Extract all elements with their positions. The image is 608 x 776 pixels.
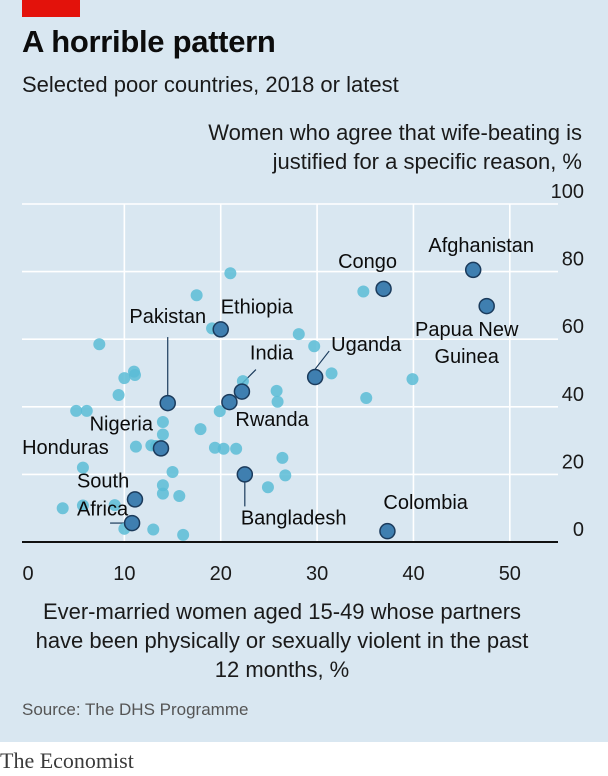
- highlighted-point: [464, 261, 482, 279]
- scatter-point: [224, 267, 237, 280]
- x-tick-label: 50: [499, 563, 521, 585]
- x-tick-label: 0: [22, 563, 33, 585]
- scatter-point: [76, 499, 89, 512]
- highlighted-point: [236, 466, 254, 483]
- scatter-point: [156, 428, 169, 441]
- scatter-point: [261, 481, 274, 494]
- scatter-point: [173, 490, 186, 503]
- scatter-point: [271, 395, 284, 408]
- economist-logo: The Economist: [0, 748, 134, 773]
- highlighted-point: [212, 321, 229, 338]
- highlighted-point: [159, 394, 176, 412]
- scatter-point: [279, 469, 292, 482]
- point-label: India: [250, 343, 294, 365]
- point-label: Honduras: [22, 437, 109, 459]
- scatter-point: [128, 369, 141, 382]
- highlighted-point: [379, 522, 396, 540]
- x-tick-label: 40: [402, 563, 424, 585]
- scatter-point: [156, 479, 169, 492]
- y-tick-label: 100: [551, 181, 584, 203]
- chart-title: A horrible pattern: [22, 24, 276, 59]
- scatter-point: [208, 441, 221, 454]
- scatter-point: [190, 289, 203, 302]
- scatter-point: [217, 442, 230, 455]
- y-tick-label: 80: [562, 249, 584, 271]
- y-axis-label: Women who agree that wife-beating is jus…: [208, 120, 582, 174]
- point-label: Nigeria: [90, 413, 154, 435]
- scatter-point: [308, 340, 321, 353]
- y-tick-label: 60: [562, 316, 584, 338]
- highlighted-point: [375, 280, 392, 298]
- y-tick-label: 20: [562, 451, 584, 473]
- scatter-point: [325, 367, 338, 380]
- x-tick-label: 10: [113, 563, 135, 585]
- point-label: Uganda: [331, 334, 402, 356]
- highlighted-point: [126, 491, 144, 508]
- leader-line: [314, 350, 330, 370]
- point-label: Pakistan: [129, 306, 206, 328]
- highlighted-point: [306, 368, 324, 386]
- point-label: Bangladesh: [241, 507, 347, 529]
- point-label: Congo: [338, 251, 397, 273]
- highlighted-point: [221, 393, 238, 411]
- scatter-point: [108, 499, 121, 512]
- scatter-point: [360, 392, 373, 405]
- scatter-point: [118, 372, 131, 385]
- scatter-point: [194, 423, 207, 436]
- point-labels: Afghanistan Congo Papua New Guinea Ethiopia U…: [22, 235, 534, 529]
- scatter-point: [177, 528, 190, 541]
- scatter-point: [156, 416, 169, 429]
- point-label: South Africa: [77, 470, 129, 520]
- grid: [22, 203, 558, 543]
- y-tick-label: 40: [562, 384, 584, 406]
- scatter-point: [230, 442, 243, 455]
- point-label: Ethiopia: [221, 296, 294, 318]
- scatter-point: [292, 328, 305, 341]
- x-axis-label: Ever-married women aged 15-49 whose part…: [35, 599, 529, 682]
- highlighted-points: [123, 261, 495, 540]
- scatter-point: [93, 338, 106, 351]
- scatter-point: [213, 405, 226, 418]
- point-label: Rwanda: [235, 409, 309, 431]
- scatter-point: [276, 451, 289, 464]
- point-label: Afghanistan: [428, 235, 534, 257]
- chart-card: [0, 0, 608, 742]
- chart-subtitle: Selected poor countries, 2018 or latest: [22, 72, 399, 97]
- scatter-point: [406, 373, 419, 386]
- brand-red-tag: [22, 0, 80, 17]
- highlighted-point: [233, 383, 251, 400]
- y-tick-label: 0: [573, 519, 584, 541]
- scatter-point: [112, 388, 125, 401]
- source-note: Source: The DHS Programme: [22, 700, 249, 719]
- scatter-point: [76, 461, 89, 474]
- point-label: Papua New Guinea: [415, 319, 519, 368]
- scatter-point: [56, 502, 69, 515]
- scatter-point: [156, 487, 169, 500]
- x-tick-label: 20: [210, 563, 232, 585]
- scatter-plot: Afghanistan Congo Papua New Guinea Ethiopia U…: [22, 181, 584, 585]
- scatter-point: [147, 523, 160, 536]
- scatter-point: [80, 404, 93, 417]
- scatter-point: [357, 285, 370, 298]
- scatter-point: [129, 440, 142, 453]
- tick-labels: 0 10 20 30 40 50 0 20 40 60 80 100: [22, 181, 584, 585]
- x-tick-label: 30: [306, 563, 328, 585]
- scatter-point: [166, 466, 179, 479]
- highlighted-point: [152, 440, 170, 457]
- scatter-point: [70, 404, 83, 417]
- point-label: Colombia: [383, 492, 468, 514]
- highlighted-point: [478, 297, 495, 315]
- scatter-point: [270, 384, 283, 397]
- highlighted-point: [123, 514, 141, 532]
